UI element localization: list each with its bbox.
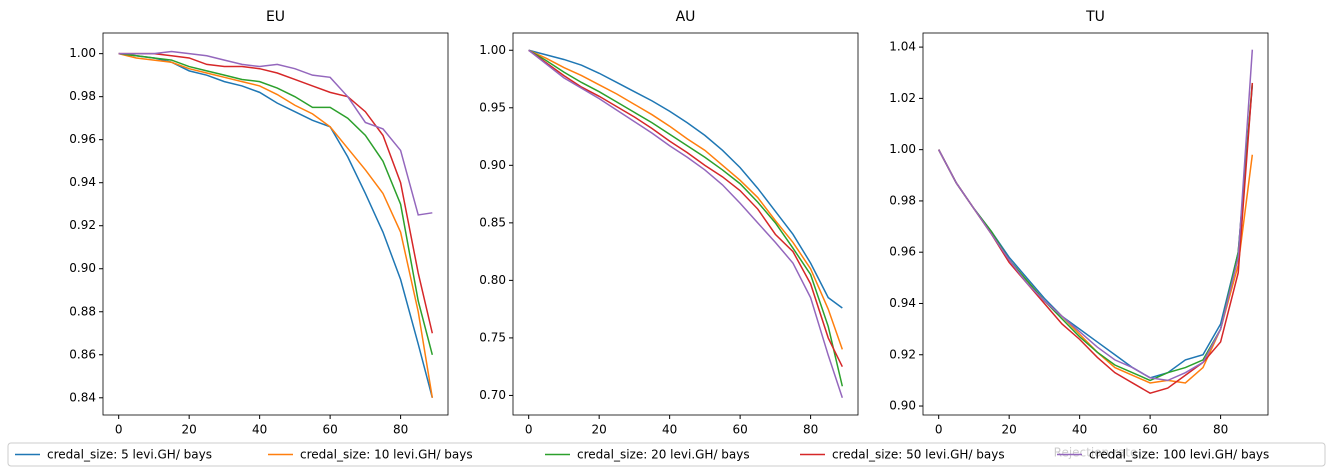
series-line (528, 49, 844, 398)
plot-frame (102, 32, 449, 416)
y-tick-label: 0.94 (889, 296, 916, 310)
y-tick-label: 0.70 (479, 388, 506, 402)
y-tick-label: 0.85 (479, 215, 506, 229)
series-line (528, 49, 844, 387)
y-tick-label: 0.98 (69, 89, 96, 103)
legend: credal_size: 5 levi.GH/ bays credal_size:… (7, 442, 1326, 467)
x-tick-label: 80 (803, 423, 818, 437)
x-tick-label: 20 (182, 423, 197, 437)
x-tick-label: 80 (1213, 423, 1228, 437)
y-tick-label: 0.94 (69, 175, 96, 189)
series-line (118, 52, 434, 355)
y-tick-label: 0.84 (69, 390, 96, 404)
x-tick-label: 60 (732, 423, 747, 437)
legend-label: credal_size: 50 levi.GH/ bays (832, 448, 1005, 462)
y-tick-label: 0.88 (69, 304, 96, 318)
plot-frame (922, 32, 1269, 416)
x-tick-label: 40 (252, 423, 267, 437)
legend-label: credal_size: 20 levi.GH/ bays (577, 448, 750, 462)
x-tick-label: 60 (1142, 423, 1157, 437)
legend-box (7, 442, 1326, 467)
x-tick-label: 40 (662, 423, 677, 437)
series-line (118, 52, 434, 398)
x-tick-label: 0 (935, 423, 943, 437)
y-tick-label: 0.96 (889, 245, 916, 259)
series-line (938, 49, 1254, 382)
y-tick-label: 1.00 (69, 46, 96, 60)
x-tick-label: 40 (1072, 423, 1087, 437)
y-tick-label: 1.02 (889, 91, 916, 105)
series-line (938, 85, 1254, 379)
y-tick-label: 1.04 (889, 40, 916, 54)
x-tick-label: 60 (322, 423, 337, 437)
y-tick-label: 0.95 (479, 100, 506, 114)
y-tick-label: 0.90 (479, 158, 506, 172)
series-line (528, 49, 843, 368)
series-line (938, 82, 1254, 395)
series-line (528, 49, 844, 350)
x-tick-label: 0 (115, 423, 123, 437)
chart-title: TU (1085, 9, 1105, 25)
legend-label: credal_size: 5 levi.GH/ bays (47, 448, 212, 462)
y-tick-label: 0.90 (69, 261, 96, 275)
series-line (528, 49, 843, 309)
y-tick-label: 1.00 (889, 142, 916, 156)
chart-title: EU (266, 9, 285, 25)
plot-frame (512, 32, 859, 416)
y-tick-label: 0.92 (69, 218, 96, 232)
y-tick-label: 0.86 (69, 347, 96, 361)
legend-label: credal_size: 10 levi.GH/ bays (300, 448, 473, 462)
x-tick-label: 20 (592, 423, 607, 437)
chart-title: AU (676, 9, 696, 25)
series-line (118, 50, 433, 216)
series-line (938, 149, 1254, 384)
series-line (118, 52, 434, 398)
x-tick-label: 80 (393, 423, 408, 437)
series-line (938, 82, 1254, 382)
y-tick-label: 1.00 (479, 43, 506, 57)
y-tick-label: 0.75 (479, 330, 506, 344)
series-line (118, 52, 434, 334)
y-tick-label: 0.98 (889, 193, 916, 207)
x-tick-label: 20 (1002, 423, 1017, 437)
y-tick-label: 0.96 (69, 132, 96, 146)
x-tick-label: 0 (525, 423, 533, 437)
legend-label: credal_size: 100 levi.GH/ bays (1089, 448, 1269, 462)
y-tick-label: 0.80 (479, 273, 506, 287)
y-tick-label: 0.92 (889, 347, 916, 361)
y-tick-label: 0.90 (889, 399, 916, 413)
